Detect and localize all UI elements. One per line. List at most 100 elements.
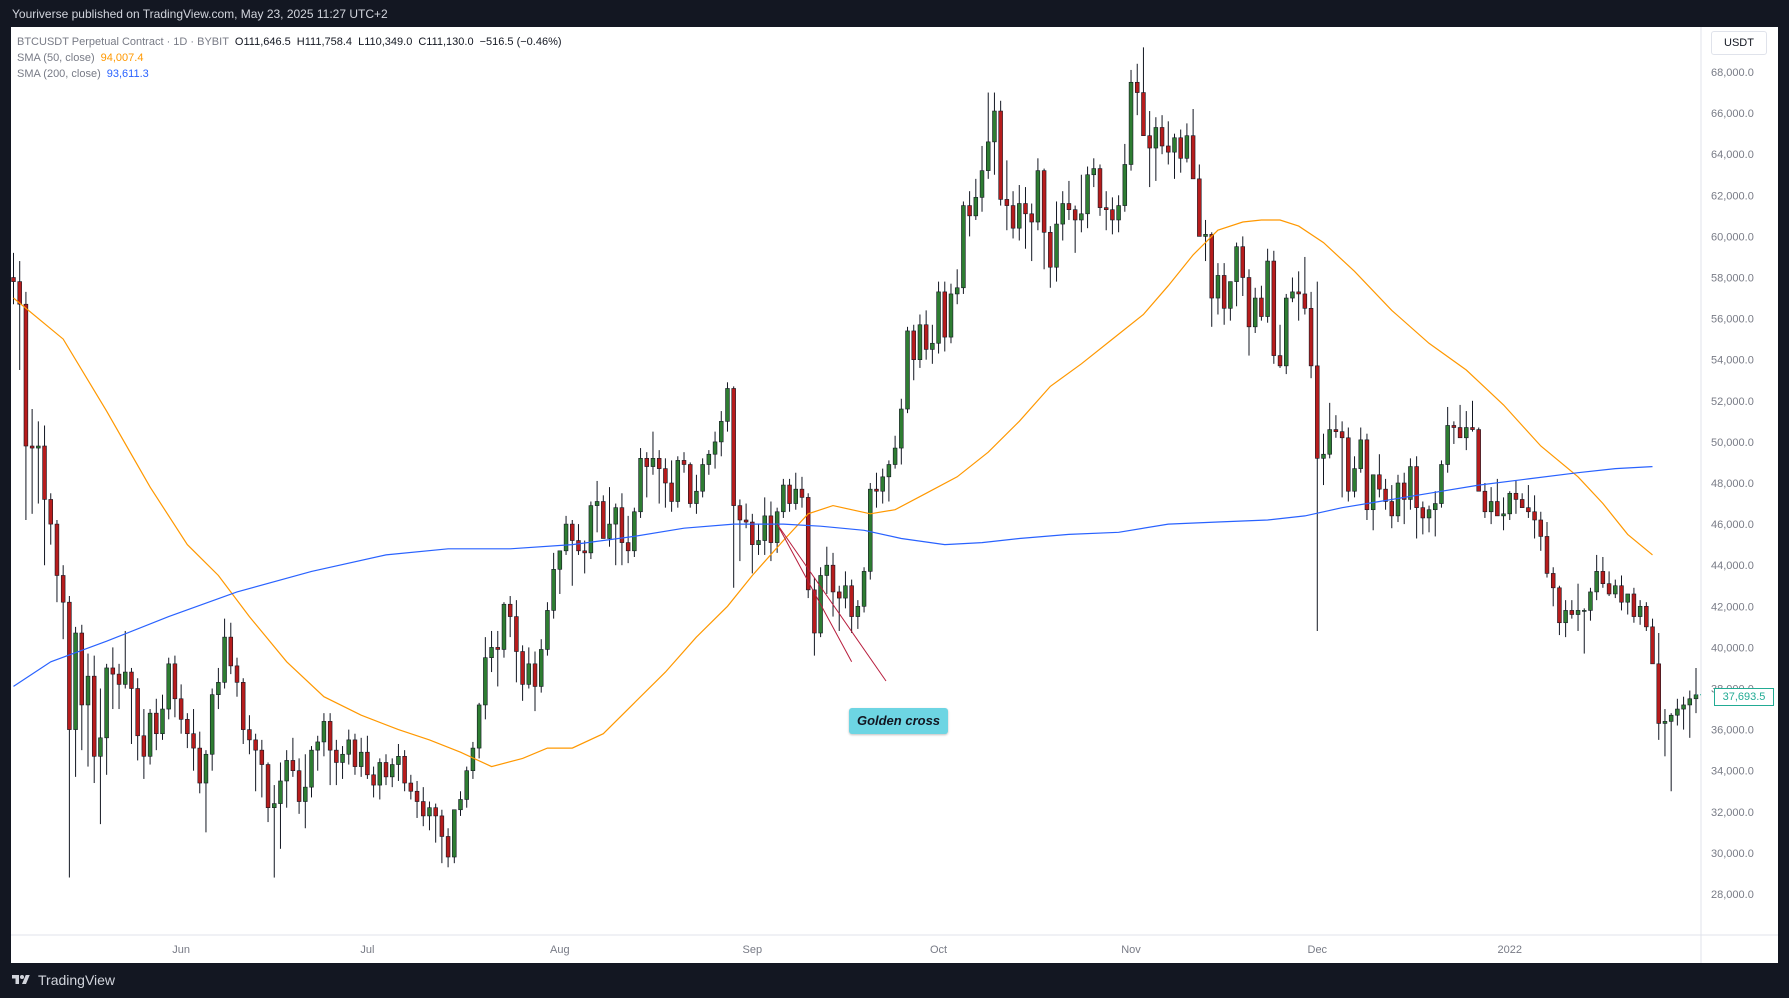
candle-body-down [1141,92,1146,137]
candle-body-down [737,505,743,521]
candle [358,737,364,777]
candle [979,145,985,212]
candle [1613,579,1618,599]
price-tick-label: 56,000.0 [1711,314,1754,326]
candle [1457,404,1463,439]
candle [1172,133,1177,179]
candle [563,515,569,555]
candle-body-up [1675,708,1680,716]
candle [1662,709,1668,757]
candle [1290,277,1295,303]
candle [209,688,215,771]
chart-pane[interactable]: 28,000.0 30,000.0 32,000.0 34,000.0 36,000.0… [11,27,1778,963]
candle [216,667,221,710]
candle [905,326,910,414]
candle [1072,205,1078,253]
candle-body-up [160,708,165,735]
candle [1550,567,1556,607]
candle [1364,433,1370,520]
candle-body-up [1445,425,1450,465]
candle-body-up [1228,281,1233,309]
candle [681,452,687,473]
candle [309,746,314,798]
candle [694,474,699,514]
time-tick-label: Jul [360,944,374,956]
candle-body-up [551,569,556,611]
currency-unit-button[interactable]: USDT [1711,31,1767,55]
candle [1594,554,1599,601]
candle [1389,485,1395,529]
candle-body-down [1240,246,1246,278]
candle-body-up [203,753,209,784]
candle-body-down [1364,439,1370,511]
candle [750,513,755,574]
candle-body-up [899,408,904,449]
candle [1507,491,1512,520]
candle-body-up [458,799,463,811]
price-tick-label: 28,000.0 [1711,889,1754,901]
candle [613,503,618,566]
golden-cross-callout[interactable]: Golden cross [849,708,948,734]
candle-body-down [1023,203,1028,215]
candle-body-down [365,751,370,776]
open-value: 111,646.5 [243,36,291,48]
candle [73,626,78,777]
candle-body-down [1190,135,1196,180]
price-chart[interactable]: 28,000.0 30,000.0 32,000.0 34,000.0 36,000.0… [11,27,1778,963]
candle-body-down [1482,490,1488,513]
tradingview-logo[interactable]: TradingView [10,972,115,988]
candle-body-up [1594,571,1599,593]
candle-body-up [166,663,171,710]
candle-body-down [1004,199,1010,206]
candle [1004,160,1010,231]
candle [1588,587,1593,621]
published-text: Youriverse published on TradingView.com,… [12,7,388,21]
candle-body-down [1526,507,1531,513]
candle [1557,585,1562,636]
candle-body-down [402,756,407,784]
candle [1041,168,1047,270]
candle [1445,406,1450,473]
candle [638,448,643,518]
candle [799,476,805,508]
candle-body-down [1296,291,1301,295]
candle-body-down [191,733,196,749]
close-label: C [418,36,427,48]
candle [954,269,960,305]
price-tick-label: 60,000.0 [1711,231,1754,243]
price-tick-label: 40,000.0 [1711,642,1754,654]
candle [110,647,116,710]
candle-body-down [1470,427,1475,430]
candle-body-down [787,484,792,504]
candle-body-up [1352,468,1357,492]
candle [632,507,637,557]
candle [1110,197,1115,235]
candle-body-down [663,468,668,484]
candle-body-up [1172,137,1177,153]
candle-body-up [73,632,78,730]
candle-body-up [501,603,507,650]
candle-body-down [874,488,879,492]
candle-body-down [1277,355,1283,367]
candle-body-down [1389,501,1395,517]
candle [1029,203,1034,262]
candle-body-down [1544,536,1550,574]
candle-body-up [1464,427,1469,439]
candle [1433,491,1438,537]
candle [849,579,854,634]
candle [625,515,631,564]
candle [1544,522,1550,578]
candle-body-up [700,464,705,492]
candle [1240,236,1246,296]
candle-body-up [725,388,730,422]
candle-body-down [1656,663,1661,724]
golden-cross-pointer [776,523,887,682]
candle-body-up [545,610,550,650]
candle-body-up [824,564,830,576]
candle [1141,47,1146,137]
candle-body-down [1029,213,1034,223]
candle-body-up [389,764,395,778]
candle-body-up [712,441,718,455]
candle [669,460,674,512]
close-value: 111,130.0 [426,36,474,48]
